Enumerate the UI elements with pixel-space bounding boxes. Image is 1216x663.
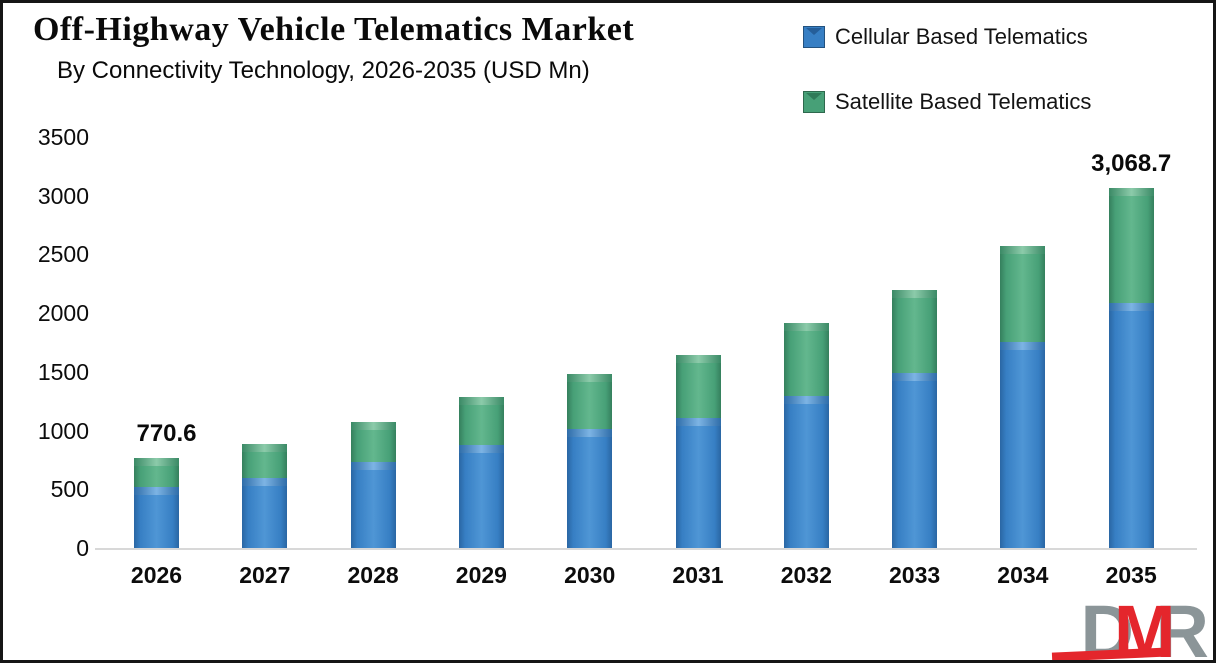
x-axis-label-2030: 2030	[564, 562, 616, 588]
x-axis-label-2026: 2026	[130, 562, 183, 588]
stacked-bar-2035	[1108, 187, 1154, 548]
bar-segment-satellite-2029	[458, 397, 504, 446]
x-axis-label-2034: 2034	[997, 562, 1049, 588]
legend-label-satellite: Satellite Based Telematics	[835, 89, 1092, 114]
dmr-logo: D M R	[1052, 594, 1209, 660]
bar-segment-cellular-2028	[350, 462, 396, 548]
stacked-bar-2034	[1000, 246, 1046, 548]
bar-segment-cellular-2027	[242, 477, 288, 548]
bar-segment-satellite-2027	[242, 444, 288, 478]
bar-segment-cellular-2030	[567, 429, 613, 548]
bar-segment-cellular-2033	[892, 373, 938, 548]
bar-segment-cellular-2035	[1108, 302, 1154, 548]
x-axis-label-2035: 2035	[1105, 562, 1157, 588]
y-axis-tick-label: 0	[76, 535, 89, 561]
bar-segment-satellite-2032	[783, 323, 829, 396]
x-axis-label-2028: 2028	[347, 562, 399, 588]
bar-segment-cellular-2034	[1000, 341, 1046, 548]
x-axis-line	[95, 548, 1197, 550]
y-axis-tick-label: 3000	[37, 182, 89, 209]
bar-segment-satellite-2031	[675, 354, 721, 418]
plot-area	[95, 137, 1197, 550]
stacked-bar-2029	[458, 397, 504, 548]
y-axis-tick-label: 2000	[37, 300, 89, 327]
x-axis-label-2032: 2032	[780, 562, 832, 588]
chart-title: Off-Highway Vehicle Telematics Market	[33, 11, 635, 48]
x-axis-label-2029: 2029	[455, 562, 507, 588]
legend-label-cellular: Cellular Based Telematics	[835, 24, 1088, 49]
y-axis-tick-label: 1000	[37, 417, 89, 444]
stacked-bar-2027	[242, 444, 288, 548]
bar-segment-satellite-2026	[134, 457, 179, 487]
data-label-2026: 770.6	[136, 419, 197, 447]
bar-segment-cellular-2026	[134, 486, 179, 548]
bar-segment-satellite-2034	[1000, 246, 1046, 342]
bar-segment-satellite-2028	[350, 422, 396, 463]
y-axis-tick-label: 1500	[37, 358, 89, 385]
legend-item-cellular: Cellular Based Telematics	[803, 24, 1088, 50]
legend-marker-satellite-icon	[803, 91, 825, 113]
y-axis-tick-label: 500	[50, 476, 89, 503]
stacked-bar-2030	[567, 374, 613, 548]
bar-segment-satellite-2035	[1108, 187, 1154, 303]
x-axis-label-2033: 2033	[889, 562, 941, 588]
y-axis-tick-label: 3500	[37, 124, 89, 150]
stacked-bar-2033	[892, 289, 938, 548]
bar-segment-satellite-2030	[567, 374, 613, 430]
bar-segment-cellular-2029	[458, 445, 504, 548]
bar-segment-cellular-2032	[783, 395, 829, 548]
x-axis-label-2027: 2027	[239, 562, 291, 588]
stacked-bar-2031	[675, 354, 721, 548]
bar-segment-satellite-2033	[892, 289, 938, 374]
x-axis-label-2031: 2031	[672, 562, 724, 588]
stacked-bar-2028	[350, 422, 396, 548]
stacked-bar-2026	[134, 457, 179, 548]
chart-subtitle: By Connectivity Technology, 2026-2035 (U…	[57, 57, 590, 84]
data-label-2035: 3,068.7	[1091, 149, 1172, 177]
legend-item-satellite: Satellite Based Telematics	[803, 89, 1091, 115]
legend-marker-cellular-icon	[803, 26, 825, 48]
bar-segment-cellular-2031	[675, 417, 721, 548]
y-axis-tick-label: 2500	[37, 241, 89, 268]
stacked-bar-2032	[783, 323, 829, 548]
